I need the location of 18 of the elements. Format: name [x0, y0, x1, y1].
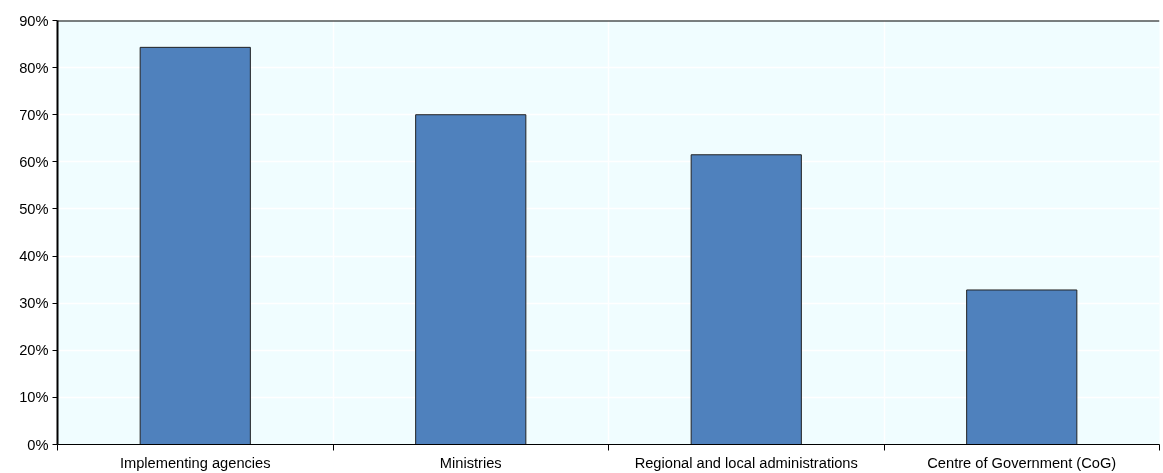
y-tick-label: 0%: [27, 436, 49, 453]
x-tick-label: Ministries: [439, 454, 502, 471]
y-tick-label: 90%: [19, 12, 49, 29]
y-tick-label: 30%: [19, 295, 49, 312]
y-tick-label: 80%: [19, 59, 49, 76]
x-tick-label: Centre of Government (CoG): [927, 454, 1117, 471]
bar: [690, 154, 802, 445]
y-tick-label: 20%: [19, 342, 49, 359]
y-tick-label: 70%: [19, 106, 49, 123]
bar: [139, 46, 251, 445]
bar: [415, 114, 527, 445]
y-tick-label: 10%: [19, 389, 49, 406]
y-tick-label: 40%: [19, 248, 49, 265]
x-tick-label: Implementing agencies: [119, 454, 271, 471]
x-tick-label: Regional and local administrations: [634, 454, 858, 471]
y-tick-label: 50%: [19, 200, 49, 217]
y-tick-label: 60%: [19, 153, 49, 170]
bar: [966, 289, 1078, 445]
